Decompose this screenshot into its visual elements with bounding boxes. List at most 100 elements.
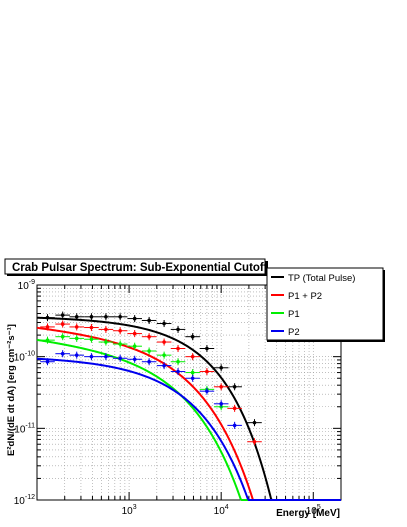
data-point bbox=[98, 338, 114, 346]
marker bbox=[162, 340, 166, 344]
data-point bbox=[98, 325, 114, 333]
data-point bbox=[127, 342, 142, 350]
legend-label: P2 bbox=[288, 327, 300, 338]
marker bbox=[232, 384, 237, 389]
marker bbox=[219, 384, 223, 389]
marker bbox=[147, 318, 151, 323]
marker bbox=[205, 369, 209, 374]
marker bbox=[89, 337, 94, 342]
axis-ticks bbox=[37, 285, 341, 500]
x-tick-label: 104 bbox=[214, 504, 229, 517]
model-curve bbox=[36, 316, 341, 501]
data-point bbox=[112, 327, 128, 335]
marker bbox=[118, 342, 122, 346]
marker bbox=[176, 359, 180, 364]
data-point bbox=[141, 358, 157, 366]
data-point bbox=[112, 313, 128, 321]
marker bbox=[118, 314, 122, 319]
marker bbox=[45, 338, 50, 342]
marker bbox=[162, 353, 166, 357]
data-point bbox=[213, 400, 229, 408]
marker bbox=[190, 376, 195, 381]
marker bbox=[74, 336, 79, 341]
legend-label: P1 bbox=[288, 309, 300, 320]
marker bbox=[60, 334, 65, 339]
data-point bbox=[84, 313, 99, 321]
data-point bbox=[127, 355, 142, 363]
y-tick-label: 10-9 bbox=[18, 279, 35, 292]
data-point bbox=[227, 404, 242, 412]
data-point bbox=[84, 335, 99, 343]
model-curves bbox=[36, 316, 341, 501]
data-point bbox=[69, 323, 85, 331]
y-axis-label: E²dN/(dE dt dA) [erg cm⁻²s⁻¹] bbox=[6, 324, 17, 456]
marker bbox=[162, 363, 166, 368]
data-point bbox=[247, 438, 262, 446]
marker bbox=[252, 439, 257, 444]
marker bbox=[190, 334, 195, 339]
data-point bbox=[213, 383, 229, 391]
data-point bbox=[227, 421, 242, 429]
marker bbox=[89, 314, 94, 319]
marker bbox=[45, 315, 50, 320]
data-point bbox=[69, 351, 85, 359]
marker bbox=[89, 325, 94, 330]
data-point bbox=[112, 340, 128, 348]
marker bbox=[219, 365, 223, 370]
data-point bbox=[55, 333, 70, 341]
marker bbox=[232, 406, 237, 411]
y-tick-label: 10-10 bbox=[14, 351, 35, 364]
marker bbox=[147, 349, 151, 353]
marker bbox=[132, 357, 137, 362]
data-point bbox=[199, 368, 215, 376]
marker bbox=[132, 344, 137, 348]
y-tick-label: 10-11 bbox=[14, 422, 35, 435]
data-point bbox=[141, 347, 157, 355]
x-axis-label: Energy [MeV] bbox=[276, 508, 340, 519]
marker bbox=[190, 370, 195, 375]
data-point bbox=[98, 313, 114, 321]
chart-title: Crab Pulsar Spectrum: Sub-Exponential Cu… bbox=[12, 262, 268, 274]
data-point bbox=[40, 323, 55, 331]
tick-labels: 103 104 105 10-9 10-10 10-11 10-12 bbox=[14, 279, 321, 517]
marker bbox=[162, 321, 166, 326]
data-point bbox=[55, 311, 70, 319]
data-point bbox=[40, 314, 55, 322]
data-point bbox=[127, 315, 142, 323]
data-point bbox=[84, 353, 99, 361]
data-point bbox=[185, 353, 200, 361]
marker bbox=[176, 346, 180, 351]
data-point bbox=[170, 358, 186, 366]
data-point bbox=[156, 320, 172, 328]
chart-title-box: Crab Pulsar Spectrum: Sub-Exponential Cu… bbox=[4, 258, 268, 276]
model-curve bbox=[36, 357, 341, 501]
model-curve bbox=[36, 326, 341, 501]
data-point bbox=[247, 419, 262, 427]
marker bbox=[74, 325, 79, 329]
marker bbox=[104, 327, 108, 332]
marker bbox=[205, 389, 209, 393]
marker bbox=[219, 401, 223, 406]
plot-frame bbox=[36, 284, 342, 501]
marker bbox=[252, 420, 257, 425]
legend: TP (Total Pulse) P1 + P2 P1 P2 bbox=[266, 267, 385, 342]
x-tick-label: 105 bbox=[306, 504, 321, 517]
data-point bbox=[55, 320, 70, 328]
data-point bbox=[84, 324, 99, 332]
data-point bbox=[199, 344, 215, 353]
data-points bbox=[40, 311, 262, 446]
data-point bbox=[98, 353, 114, 361]
data-point bbox=[55, 350, 70, 358]
x-tick-label: 103 bbox=[122, 504, 137, 517]
marker bbox=[147, 359, 151, 364]
data-point bbox=[156, 362, 172, 370]
data-point bbox=[199, 387, 215, 395]
marker bbox=[74, 353, 79, 357]
data-point bbox=[40, 358, 55, 366]
data-point bbox=[170, 344, 186, 353]
data-point bbox=[185, 374, 200, 382]
data-point bbox=[40, 336, 55, 344]
data-point bbox=[69, 334, 85, 342]
marker bbox=[205, 346, 209, 351]
y-tick-label: 10-12 bbox=[14, 494, 35, 507]
